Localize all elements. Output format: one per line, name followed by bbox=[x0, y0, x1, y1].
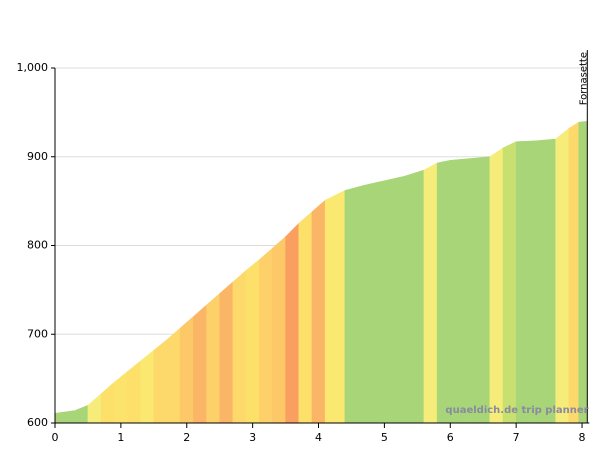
y-tick-label: 800 bbox=[27, 239, 48, 252]
profile-segment bbox=[515, 140, 537, 424]
x-tick-label: 2 bbox=[183, 431, 190, 444]
profile-segment bbox=[384, 175, 405, 424]
profile-segment bbox=[436, 159, 451, 424]
x-tick-label: 1 bbox=[117, 431, 124, 444]
profile-segment bbox=[502, 141, 517, 424]
x-tick-label: 8 bbox=[579, 431, 586, 444]
profile-segment bbox=[364, 180, 385, 424]
x-tick-label: 7 bbox=[513, 431, 520, 444]
profile-segment bbox=[450, 158, 471, 424]
profile-segment bbox=[403, 169, 425, 424]
profile-segment bbox=[555, 127, 570, 424]
profile-segment bbox=[193, 304, 207, 424]
profile-segment bbox=[258, 247, 273, 424]
profile-segment bbox=[140, 349, 155, 424]
x-tick-label: 0 bbox=[52, 431, 59, 444]
profile-segment bbox=[74, 404, 89, 424]
profile-segment bbox=[578, 120, 588, 424]
profile-segment bbox=[87, 393, 102, 424]
y-tick-label: 700 bbox=[27, 327, 48, 340]
profile-segment bbox=[272, 236, 286, 424]
profile-segment bbox=[298, 211, 313, 424]
y-tick-label: 1,000 bbox=[17, 61, 49, 74]
watermark: quaeldich.de trip planner bbox=[445, 405, 588, 416]
y-tick-label: 900 bbox=[27, 150, 48, 163]
x-tick-label: 5 bbox=[381, 431, 388, 444]
profile-segment bbox=[535, 138, 556, 424]
profile-segment bbox=[568, 121, 579, 424]
profile-segment bbox=[469, 156, 491, 424]
profile-segment bbox=[100, 381, 115, 424]
profile-segment bbox=[311, 199, 326, 424]
profile-segment bbox=[232, 269, 247, 424]
profile-segment bbox=[344, 184, 365, 424]
x-tick-label: 4 bbox=[315, 431, 322, 444]
profile-segment bbox=[423, 162, 438, 424]
profile-segment bbox=[54, 410, 76, 424]
y-tick-label: 600 bbox=[27, 416, 48, 429]
profile-segment bbox=[285, 222, 300, 424]
x-tick-label: 3 bbox=[249, 431, 256, 444]
profile-segment bbox=[179, 315, 194, 424]
annotation: Fornasette bbox=[578, 52, 589, 105]
profile-segment bbox=[245, 259, 260, 424]
profile-segment bbox=[219, 281, 234, 424]
x-tick-label: 6 bbox=[447, 431, 454, 444]
profile-segment bbox=[114, 371, 128, 424]
profile-segment bbox=[127, 360, 141, 424]
profile-segment bbox=[489, 147, 504, 424]
profile-segment bbox=[324, 190, 346, 424]
profile-segment bbox=[206, 292, 220, 424]
profile-segment bbox=[166, 327, 181, 424]
profile-segment bbox=[153, 339, 168, 424]
